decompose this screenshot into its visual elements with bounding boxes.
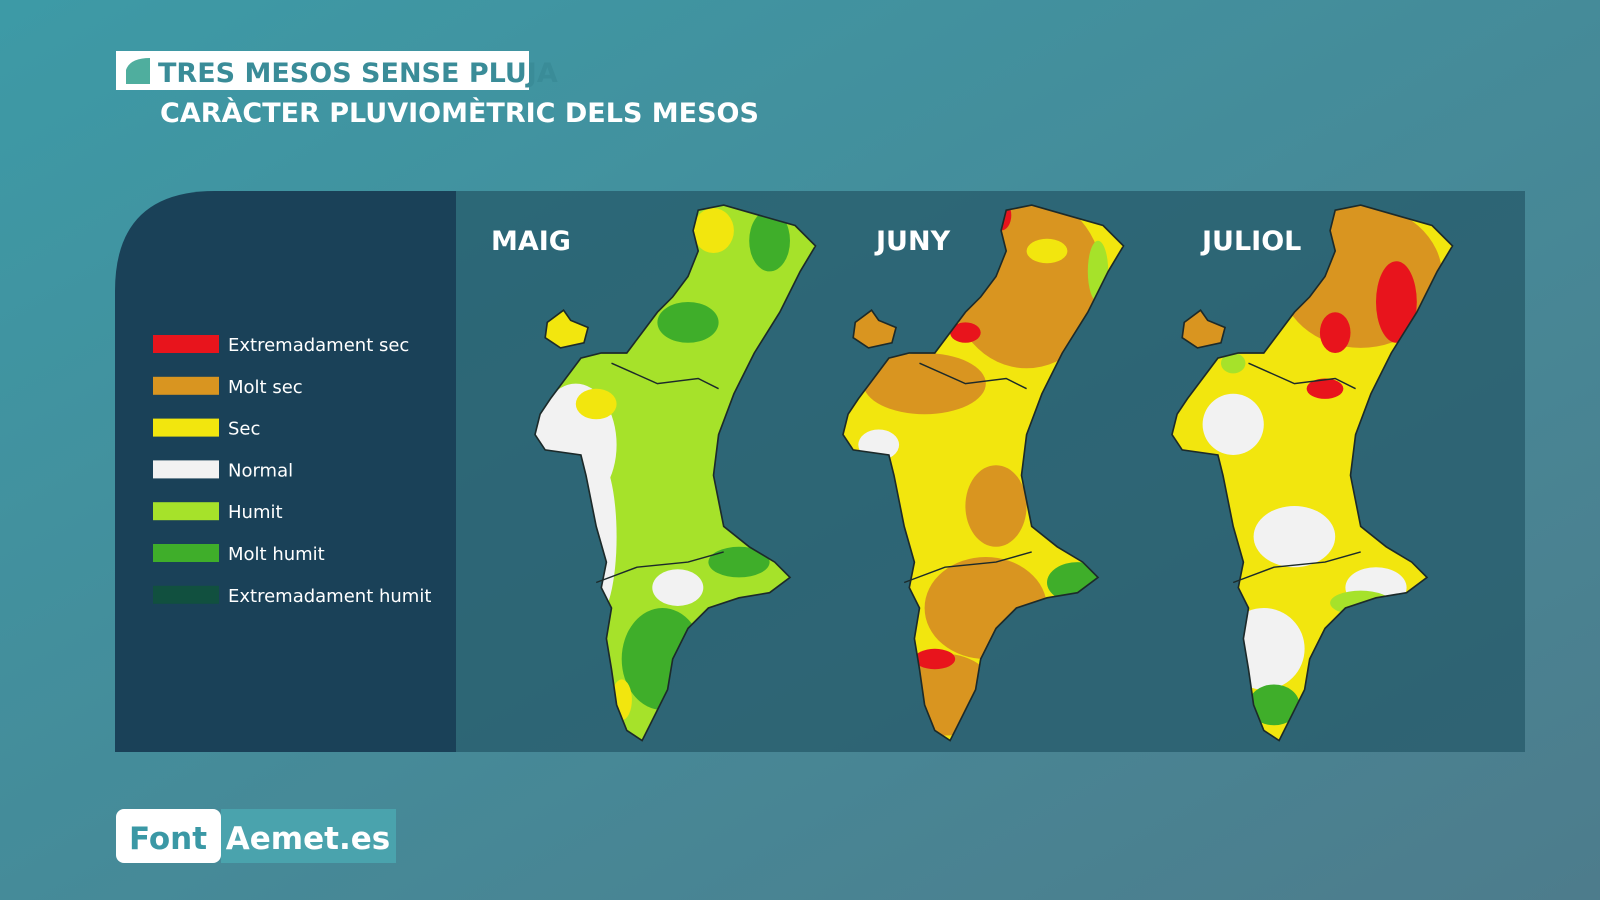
legend-swatch bbox=[153, 418, 219, 437]
map-area bbox=[914, 648, 956, 670]
map-border bbox=[1232, 551, 1361, 584]
map-area bbox=[1202, 393, 1264, 455]
map-area bbox=[708, 546, 770, 578]
title-icon bbox=[126, 58, 150, 84]
legend-swatch bbox=[153, 460, 219, 479]
legend-label: Humit bbox=[228, 502, 283, 523]
legend-label: Molt humit bbox=[228, 544, 325, 565]
map-area bbox=[863, 353, 986, 415]
map-area bbox=[1376, 261, 1417, 343]
map-area bbox=[749, 210, 790, 272]
map-border bbox=[1248, 362, 1356, 390]
source-label: Font bbox=[129, 821, 207, 857]
title-box bbox=[116, 51, 529, 90]
map-area bbox=[652, 569, 704, 606]
legend-label: Normal bbox=[228, 460, 293, 481]
map-area bbox=[575, 388, 617, 420]
legend-label: Extremadament humit bbox=[228, 586, 431, 607]
map-area bbox=[1026, 238, 1068, 264]
source-label-box bbox=[116, 809, 221, 863]
map-area bbox=[1319, 312, 1351, 353]
map-area bbox=[693, 208, 734, 254]
legend-panel bbox=[115, 191, 456, 752]
legend-swatch bbox=[153, 335, 219, 353]
source-value-box bbox=[221, 809, 396, 863]
legend-swatch bbox=[153, 376, 219, 395]
map-border bbox=[903, 551, 1032, 584]
map-border bbox=[919, 362, 1027, 390]
map-area bbox=[1220, 353, 1246, 374]
legend-swatch bbox=[153, 502, 219, 521]
map-area bbox=[1248, 684, 1300, 726]
map-title: JUNY bbox=[874, 226, 951, 257]
legend-label: Extremadament sec bbox=[228, 335, 409, 356]
legend-label: Sec bbox=[228, 419, 260, 440]
map-title: JULIOL bbox=[1200, 226, 1301, 257]
map-area bbox=[1253, 506, 1336, 568]
title: TRES MESOS SENSE PLUJA bbox=[158, 58, 558, 89]
source-value: Aemet.es bbox=[226, 821, 390, 857]
legend: Extremadament sec Molt sec Sec Normal Humit M… bbox=[153, 335, 431, 607]
map-border bbox=[611, 362, 719, 390]
map-title: MAIG bbox=[491, 226, 571, 257]
subtitle: CARÀCTER PLUVIOMÈTRIC DELS MESOS bbox=[160, 97, 759, 129]
map-area bbox=[950, 322, 981, 343]
legend-swatch bbox=[153, 585, 219, 604]
map-area bbox=[965, 465, 1027, 547]
map-area bbox=[657, 302, 719, 343]
map-border bbox=[595, 551, 724, 584]
legend-swatch bbox=[153, 544, 219, 562]
map-area bbox=[1306, 378, 1344, 399]
legend-label: Molt sec bbox=[228, 377, 303, 398]
